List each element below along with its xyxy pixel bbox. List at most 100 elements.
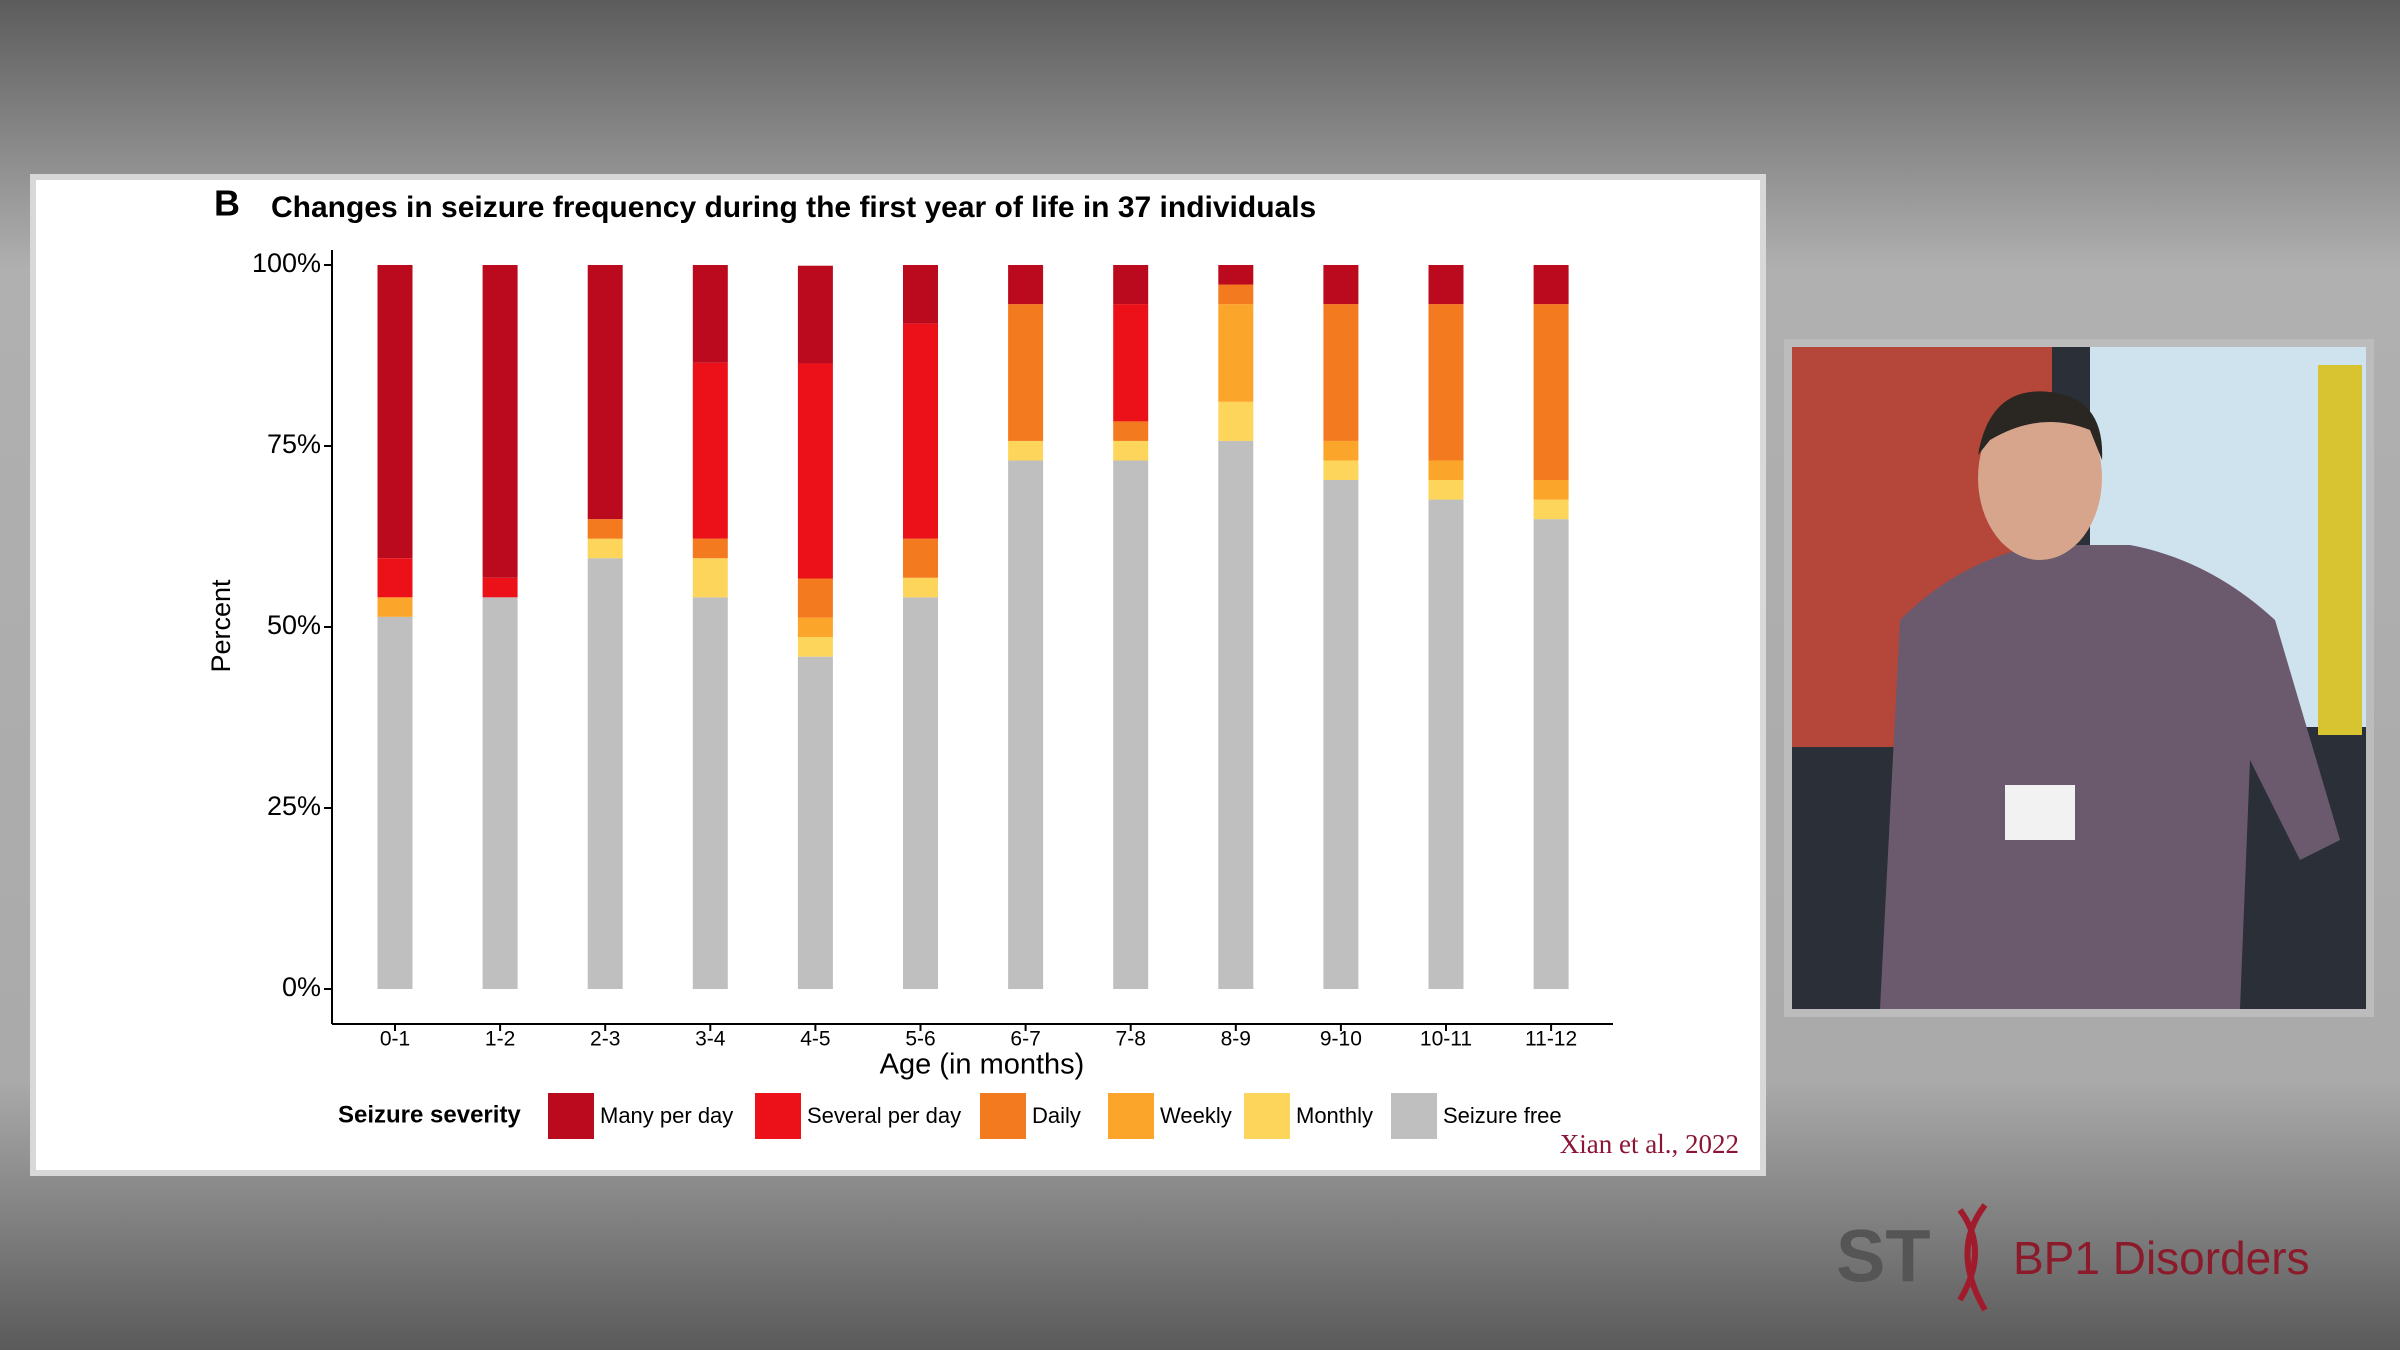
- bar-segment: [1218, 284, 1254, 305]
- bar-segment: [1113, 265, 1149, 305]
- logo-helix: [1957, 1203, 1988, 1312]
- bar-segment: [1218, 304, 1254, 402]
- bar-segment: [1323, 304, 1359, 441]
- bar-segment: [1533, 304, 1569, 481]
- bar-segment: [587, 558, 623, 989]
- bar-segment: [1323, 480, 1359, 989]
- bar-segment: [903, 538, 938, 578]
- x-tick-label: 5-6: [905, 1028, 935, 1051]
- bar-segment: [1533, 499, 1569, 520]
- citation: Xian et al., 2022: [1560, 1129, 1739, 1159]
- bar-segment: [692, 597, 728, 989]
- bar-segment: [1008, 440, 1044, 461]
- bar-segment: [1113, 304, 1149, 422]
- bar-segment: [587, 538, 623, 559]
- bar-segment: [797, 617, 833, 638]
- bar-segment: [377, 265, 413, 559]
- bar-segment: [587, 265, 623, 520]
- bar-segment: [1008, 460, 1044, 990]
- y-tick-label: 75%: [267, 429, 321, 459]
- legend-title: Seizure severity: [338, 1101, 521, 1128]
- bar-segment: [377, 597, 413, 617]
- x-tick-label: 1-2: [485, 1028, 515, 1051]
- legend-label: Weekly: [1160, 1103, 1232, 1128]
- legend-swatch: [548, 1093, 594, 1139]
- bar-segment: [1323, 265, 1359, 305]
- bar-segment: [482, 577, 518, 598]
- legend-swatch: [1391, 1093, 1437, 1139]
- legend-swatch: [755, 1093, 801, 1139]
- x-axis-title: Age (in months): [880, 1049, 1085, 1081]
- y-tick-label: 25%: [267, 791, 321, 821]
- y-tick-label: 50%: [267, 610, 321, 640]
- legend-label: Daily: [1032, 1103, 1081, 1128]
- video-feed: [1784, 339, 2374, 1017]
- bar-segment: [903, 265, 938, 324]
- chart-title: Changes in seizure frequency during the …: [271, 191, 1316, 224]
- x-tick-label: 11-12: [1525, 1028, 1577, 1051]
- panel-label: B: [214, 183, 240, 224]
- bar-segment: [1428, 499, 1464, 989]
- bar-segment: [587, 519, 623, 539]
- legend-swatch: [980, 1093, 1026, 1139]
- speaker-head: [1978, 396, 2102, 560]
- bar-segment: [1218, 401, 1254, 441]
- y-tick-label: 0%: [282, 972, 321, 1002]
- bar-segment: [903, 597, 938, 989]
- bar-segment: [797, 637, 833, 657]
- bar-segment: [797, 363, 833, 579]
- bar-segment: [1533, 265, 1569, 305]
- bar-segment: [692, 362, 728, 539]
- slide: [36, 180, 1760, 1170]
- bar-segment: [1218, 440, 1254, 989]
- bar-segment: [1533, 480, 1569, 500]
- bar-segment: [1113, 421, 1149, 441]
- bar-segment: [797, 265, 833, 364]
- x-tick-label: 6-7: [1010, 1028, 1040, 1051]
- x-tick-label: 2-3: [590, 1028, 620, 1051]
- video-banner: [2318, 365, 2362, 735]
- x-tick-label: 7-8: [1116, 1028, 1146, 1051]
- y-tick-label: 100%: [252, 248, 321, 278]
- speaker-shirt: [1880, 545, 2340, 1009]
- bar-segment: [1428, 304, 1464, 461]
- y-axis-title: Percent: [206, 579, 236, 673]
- x-tick-label: 8-9: [1221, 1028, 1251, 1051]
- bar-segment: [1113, 440, 1149, 461]
- bar-segment: [903, 323, 938, 539]
- bar-segment: [692, 558, 728, 598]
- bar-segment: [1323, 440, 1359, 461]
- legend-label: Many per day: [600, 1103, 733, 1128]
- bar-segment: [1008, 304, 1044, 441]
- bar-segment: [903, 577, 938, 598]
- bar-segment: [482, 265, 518, 578]
- legend-label: Seizure free: [1443, 1103, 1562, 1128]
- bar-segment: [1428, 460, 1464, 481]
- bar-segment: [692, 265, 728, 363]
- x-tick-label: 9-10: [1320, 1028, 1362, 1051]
- speaker-hair: [1978, 391, 2103, 460]
- logo-name: BP1 Disorders: [2013, 1232, 2310, 1284]
- bar-segment: [1218, 265, 1254, 285]
- bar-segment: [1008, 265, 1044, 305]
- chart: B Changes in seizure frequency during th…: [206, 183, 1739, 1160]
- x-tick-label: 3-4: [695, 1028, 726, 1051]
- legend-label: Several per day: [807, 1103, 961, 1128]
- bar-segment: [482, 597, 518, 989]
- bar-segment: [377, 616, 413, 989]
- legend-swatch: [1244, 1093, 1290, 1139]
- bar-segment: [797, 578, 833, 618]
- bar-segment: [1428, 265, 1464, 305]
- bar-segment: [797, 656, 833, 989]
- bar-segment: [1533, 519, 1569, 989]
- bar-segment: [1323, 460, 1359, 481]
- x-tick-label: 4-5: [800, 1028, 830, 1051]
- x-tick-label: 10-11: [1420, 1028, 1472, 1051]
- bar-segment: [1428, 480, 1464, 500]
- bar-segment: [1113, 460, 1149, 990]
- x-tick-label: 0-1: [380, 1028, 410, 1051]
- legend-swatch: [1108, 1093, 1154, 1139]
- logo: ST BP1 Disorders: [1836, 1203, 2310, 1312]
